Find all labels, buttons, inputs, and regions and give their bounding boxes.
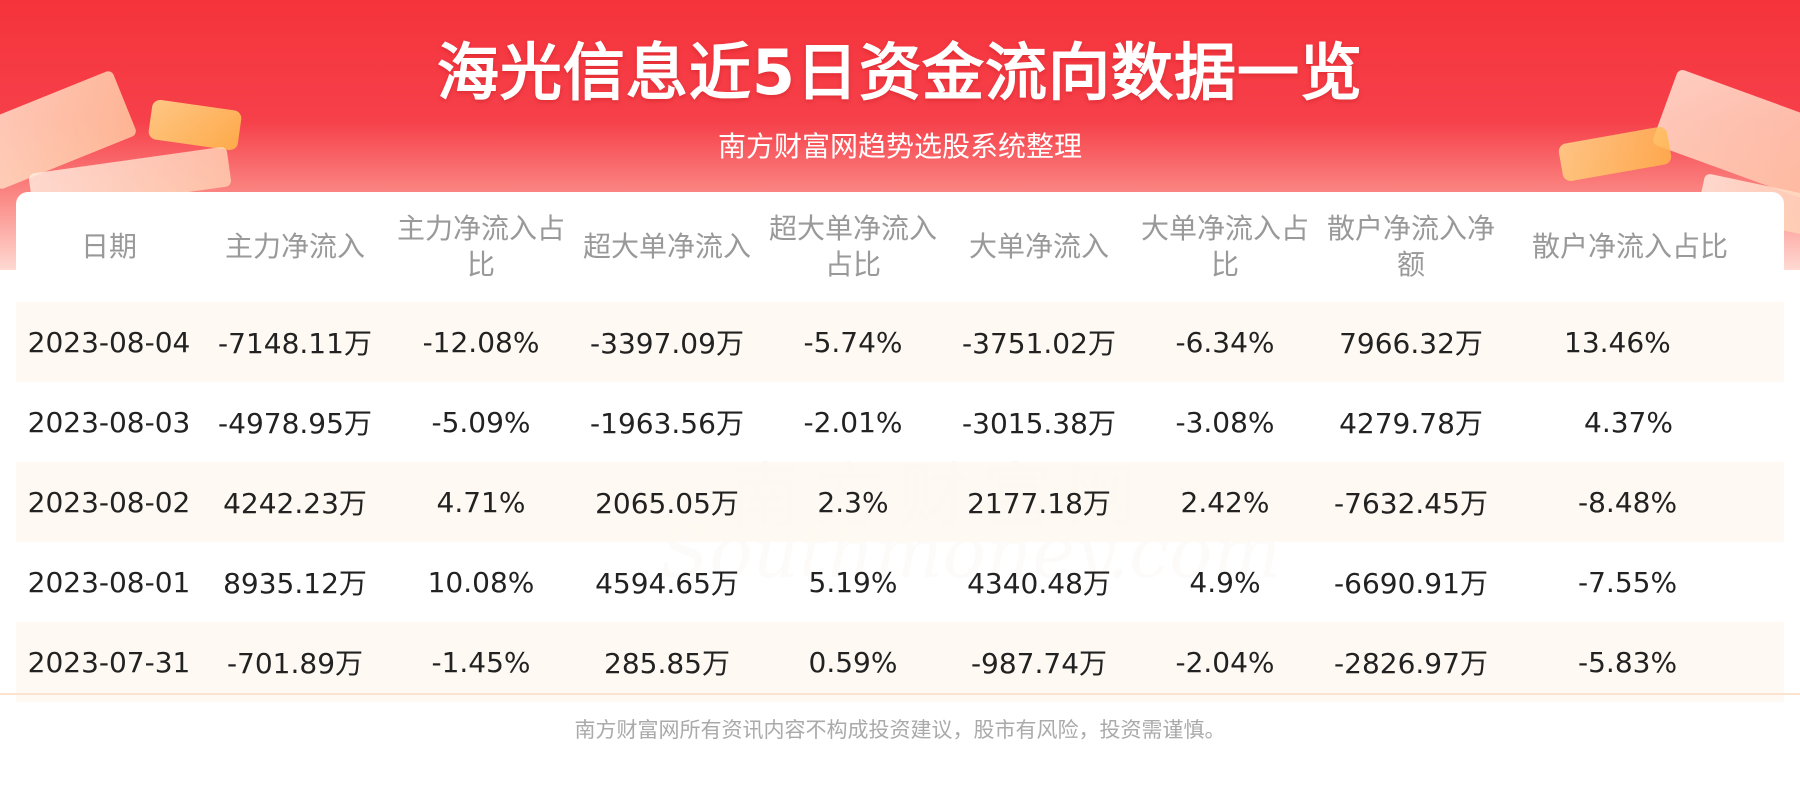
cell-large-order-inflow: -3015.38万 [946,382,1132,462]
cell-main-inflow: 4242.23万 [202,462,388,542]
column-header-main-inflow-ratio: 主力净流入占比 [396,212,565,281]
cell-retail-inflow: -7632.45万 [1318,462,1504,542]
column-header-main-inflow: 主力净流入 [224,230,365,263]
cell-retail-inflow-ratio: -8.48% [1504,462,1784,542]
cell-date: 2023-08-04 [16,302,202,382]
column-header-large-order-inflow-ratio: 大单净流入占比 [1140,212,1309,281]
divider [0,693,1800,695]
cell-main-inflow: -7148.11万 [202,302,388,382]
cell-xl-order-inflow-ratio: 2.3% [760,462,946,542]
cell-large-order-inflow-ratio: -3.08% [1132,382,1318,462]
cell-date: 2023-07-31 [16,622,202,702]
column-header-xl-order-inflow-ratio: 超大单净流入占比 [768,212,937,281]
column-header-large-order-inflow: 大单净流入 [968,230,1109,263]
cell-main-inflow-ratio: 10.08% [388,542,574,622]
cell-xl-order-inflow: 285.85万 [574,622,760,702]
cell-large-order-inflow: -987.74万 [946,622,1132,702]
cell-xl-order-inflow-ratio: 5.19% [760,542,946,622]
cell-main-inflow-ratio: 4.71% [388,462,574,542]
cell-retail-inflow-ratio: 13.46% [1504,302,1784,382]
table-row: 2023-08-01 8935.12万 10.08% 4594.65万 5.19… [16,542,1784,622]
cell-main-inflow-ratio: -1.45% [388,622,574,702]
column-header-date: 日期 [80,230,137,263]
table-header-row: 日期 主力净流入 主力净流入占比 超大单净流入 超大单净流入占比 大单净流入 大… [16,192,1784,302]
cell-retail-inflow: 4279.78万 [1318,382,1504,462]
page-title: 海光信息近5日资金流向数据一览 [436,36,1364,109]
fund-flow-table: 日期 主力净流入 主力净流入占比 超大单净流入 超大单净流入占比 大单净流入 大… [16,192,1784,702]
table-row: 2023-07-31 -701.89万 -1.45% 285.85万 0.59%… [16,622,1784,702]
cell-xl-order-inflow: -1963.56万 [574,382,760,462]
cell-retail-inflow: -6690.91万 [1318,542,1504,622]
cell-main-inflow-ratio: -12.08% [388,302,574,382]
cell-main-inflow: 8935.12万 [202,542,388,622]
cell-xl-order-inflow-ratio: -2.01% [760,382,946,462]
table-row: 2023-08-02 4242.23万 4.71% 2065.05万 2.3% … [16,462,1784,542]
cell-date: 2023-08-02 [16,462,202,542]
cell-large-order-inflow-ratio: 4.9% [1132,542,1318,622]
cell-retail-inflow: -2826.97万 [1318,622,1504,702]
cell-date: 2023-08-01 [16,542,202,622]
column-header-retail-inflow: 散户净流入净额 [1326,212,1495,281]
cell-retail-inflow-ratio: -7.55% [1504,542,1784,622]
cell-xl-order-inflow: 4594.65万 [574,542,760,622]
cell-large-order-inflow-ratio: -2.04% [1132,622,1318,702]
cell-main-inflow: -701.89万 [202,622,388,702]
cell-xl-order-inflow-ratio: -5.74% [760,302,946,382]
column-header-xl-order-inflow: 超大单净流入 [582,230,751,263]
cell-main-inflow: -4978.95万 [202,382,388,462]
page-subtitle: 南方财富网趋势选股系统整理 [717,130,1082,163]
cell-date: 2023-08-03 [16,382,202,462]
footer-disclaimer: 南方财富网所有资讯内容不构成投资建议，股市有风险，投资需谨慎。 [574,718,1226,742]
table-row: 2023-08-04 -7148.11万 -12.08% -3397.09万 -… [16,302,1784,382]
cell-large-order-inflow: -3751.02万 [946,302,1132,382]
cell-retail-inflow-ratio: -5.83% [1504,622,1784,702]
cell-retail-inflow: 7966.32万 [1318,302,1504,382]
table-row: 2023-08-03 -4978.95万 -5.09% -1963.56万 -2… [16,382,1784,462]
cell-xl-order-inflow-ratio: 0.59% [760,622,946,702]
cell-xl-order-inflow: -3397.09万 [574,302,760,382]
cell-large-order-inflow: 4340.48万 [946,542,1132,622]
cell-main-inflow-ratio: -5.09% [388,382,574,462]
cell-xl-order-inflow: 2065.05万 [574,462,760,542]
cell-retail-inflow-ratio: 4.37% [1504,382,1784,462]
column-header-retail-inflow-ratio: 散户净流入占比 [1532,230,1729,263]
cell-large-order-inflow: 2177.18万 [946,462,1132,542]
cell-large-order-inflow-ratio: 2.42% [1132,462,1318,542]
cell-large-order-inflow-ratio: -6.34% [1132,302,1318,382]
